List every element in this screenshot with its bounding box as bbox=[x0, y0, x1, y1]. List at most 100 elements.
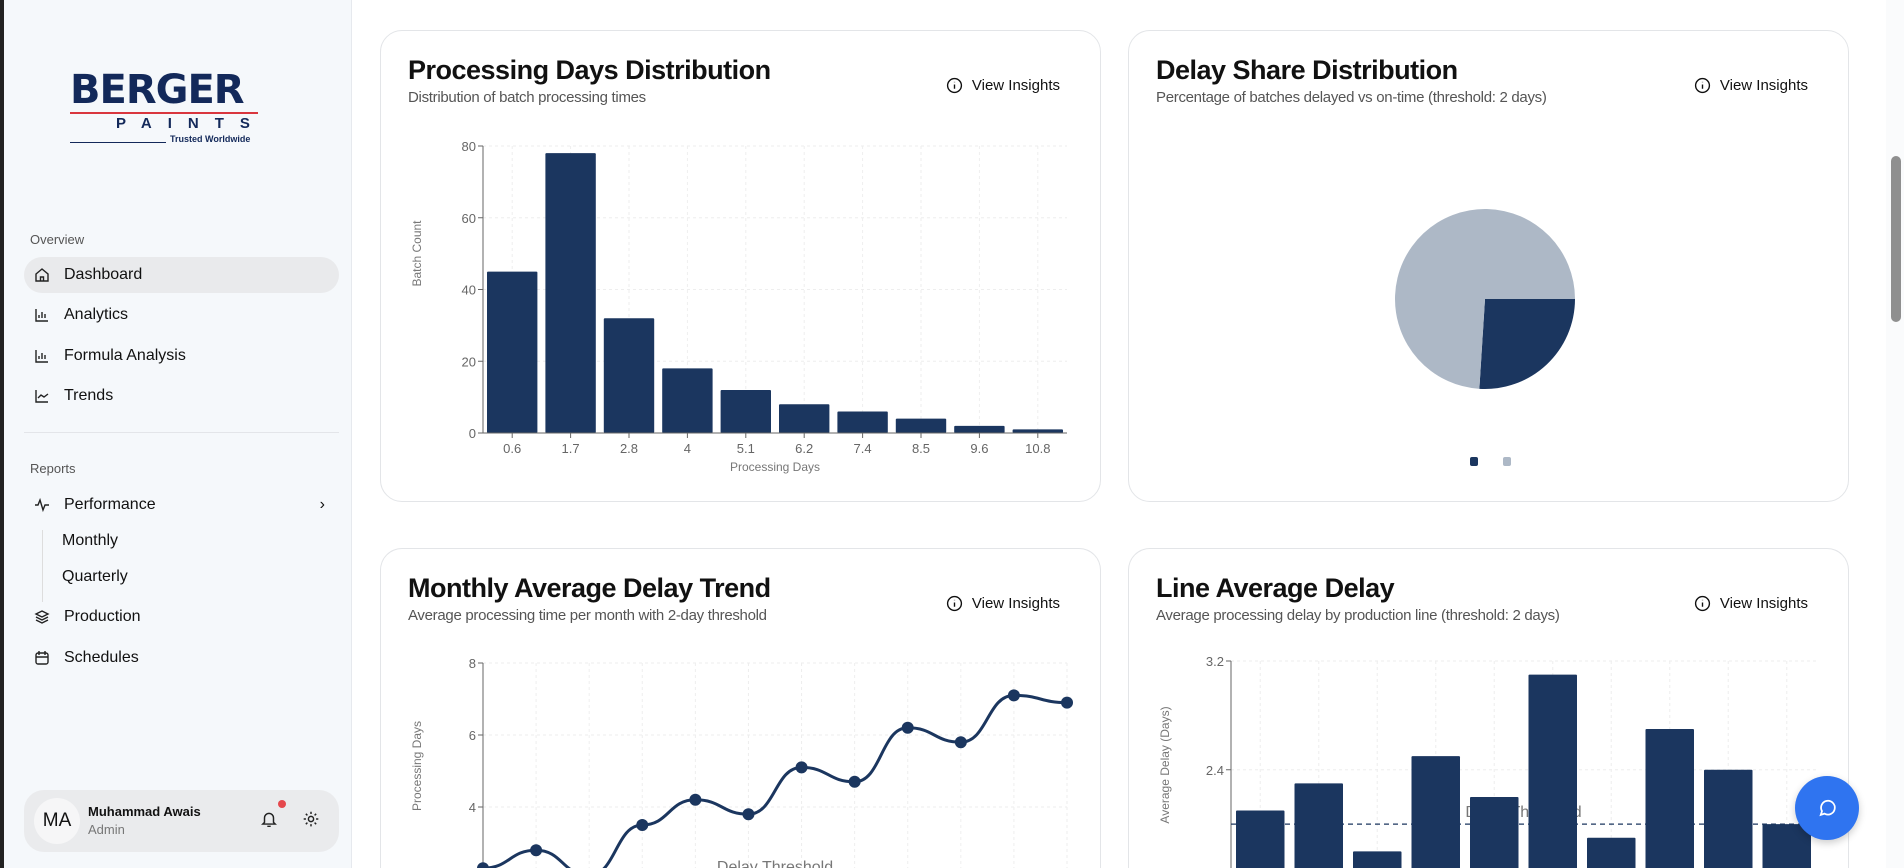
sidebar-item-trends[interactable]: Trends bbox=[24, 378, 339, 414]
data-point bbox=[636, 819, 649, 831]
home-icon bbox=[34, 267, 50, 283]
x-tick-label: 2.8 bbox=[620, 441, 638, 456]
sidebar: BERGER PAINTS Trusted Worldwide Overview… bbox=[4, 0, 352, 868]
bar bbox=[1236, 810, 1285, 868]
user-profile[interactable]: MA Muhammad Awais Admin bbox=[24, 790, 339, 852]
bar bbox=[1012, 429, 1063, 433]
x-tick-label: 10.8 bbox=[1025, 441, 1050, 456]
y-tick-label: 6 bbox=[469, 728, 476, 743]
sidebar-subitem-quarterly[interactable]: Quarterly bbox=[62, 568, 128, 585]
pie-slice bbox=[1479, 299, 1575, 390]
sidebar-item-schedules[interactable]: Schedules bbox=[24, 640, 339, 676]
section-overview: Overview bbox=[30, 232, 85, 247]
x-tick-label: 8.5 bbox=[912, 441, 930, 456]
info-icon bbox=[1694, 595, 1710, 612]
activity-icon bbox=[34, 497, 50, 513]
data-point bbox=[477, 862, 489, 868]
data-point bbox=[1007, 689, 1020, 702]
bar-chart-icon bbox=[34, 307, 50, 323]
legend-marker bbox=[1503, 457, 1511, 466]
sidebar-item-analytics[interactable]: Analytics bbox=[24, 297, 339, 333]
card-processing-days: Processing Days Distribution Distributio… bbox=[380, 30, 1101, 502]
data-point bbox=[689, 793, 702, 806]
y-tick-label: 20 bbox=[462, 354, 476, 369]
bar bbox=[1411, 756, 1460, 868]
scrollbar-track[interactable] bbox=[1886, 0, 1904, 868]
data-point bbox=[954, 736, 967, 749]
view-insights-label: View Insights bbox=[971, 77, 1060, 94]
card-subtitle: Average processing delay by production l… bbox=[1156, 607, 1560, 624]
bar bbox=[603, 318, 655, 433]
x-tick-label: 9.6 bbox=[970, 441, 988, 456]
data-point bbox=[795, 761, 808, 774]
chat-button[interactable] bbox=[1795, 776, 1859, 840]
threshold-label: Delay Threshold bbox=[717, 859, 833, 868]
card-subtitle: Percentage of batches delayed vs on-time… bbox=[1156, 89, 1547, 106]
x-axis-label: Processing Days bbox=[730, 460, 820, 474]
sidebar-item-label: Production bbox=[64, 608, 141, 625]
gear-icon[interactable] bbox=[302, 810, 320, 833]
logo-word: BERGER bbox=[70, 67, 245, 113]
logo-sub: PAINTS bbox=[116, 115, 266, 132]
view-insights-button[interactable]: View Insights bbox=[946, 595, 1060, 612]
bar bbox=[1587, 837, 1636, 868]
y-tick-label: 80 bbox=[462, 139, 476, 154]
y-tick-label: 4 bbox=[469, 800, 476, 815]
logo-tagline: Trusted Worldwide bbox=[170, 134, 251, 144]
window-border bbox=[0, 0, 4, 868]
view-insights-button[interactable]: View Insights bbox=[1694, 595, 1808, 612]
sidebar-subitem-monthly[interactable]: Monthly bbox=[62, 532, 119, 549]
sidebar-item-label: Analytics bbox=[64, 306, 129, 323]
data-point bbox=[1061, 696, 1073, 709]
view-insights-label: View Insights bbox=[1719, 77, 1808, 94]
calendar-icon bbox=[34, 650, 50, 666]
layers-icon bbox=[34, 609, 50, 625]
sidebar-item-formula-analysis[interactable]: Formula Analysis bbox=[24, 338, 339, 374]
x-tick-label: 6.2 bbox=[795, 441, 813, 456]
sidebar-item-production[interactable]: Production bbox=[24, 599, 339, 635]
bar bbox=[1704, 769, 1753, 868]
monthly-trend-chart: 4 6 8 Processing Days Delay Threshold bbox=[410, 656, 1073, 868]
y-axis-label: Batch Count bbox=[410, 220, 424, 287]
bar bbox=[1353, 851, 1402, 868]
card-title: Delay Share Distribution bbox=[1156, 55, 1458, 85]
y-tick-label: 40 bbox=[462, 283, 476, 298]
sidebar-item-label: Dashboard bbox=[64, 266, 143, 283]
bar bbox=[954, 425, 1005, 433]
scrollbar-thumb[interactable] bbox=[1891, 156, 1901, 322]
sidebar-item-label: Performance bbox=[64, 496, 156, 513]
bar bbox=[1528, 674, 1577, 868]
y-tick-label: 3.2 bbox=[1206, 654, 1224, 669]
line-chart-icon bbox=[34, 388, 50, 404]
x-tick-label: 4 bbox=[684, 441, 691, 456]
delay-share-chart bbox=[1395, 209, 1575, 466]
card-subtitle: Distribution of batch processing times bbox=[408, 89, 646, 106]
info-icon bbox=[946, 77, 962, 94]
avatar: MA bbox=[34, 798, 80, 844]
pie-slice bbox=[1395, 209, 1575, 389]
bar bbox=[895, 418, 947, 433]
sidebar-item-label: Trends bbox=[64, 387, 114, 404]
processing-days-chart: 0 20 40 60 80 Batch Count 0.6 1.7 2.8 4 5.1 6.2 7.4 8… bbox=[410, 139, 1067, 474]
view-insights-label: View Insights bbox=[1719, 595, 1808, 612]
bar-chart-icon bbox=[34, 348, 50, 364]
bell-icon[interactable] bbox=[260, 810, 278, 833]
sidebar-item-dashboard[interactable]: Dashboard bbox=[24, 257, 339, 293]
bar bbox=[1645, 728, 1694, 868]
submenu-line bbox=[42, 530, 43, 602]
data-point bbox=[530, 844, 543, 857]
card-delay-share: Delay Share Distribution Percentage of b… bbox=[1128, 30, 1849, 502]
chat-bubble-icon bbox=[1819, 799, 1836, 817]
y-tick-label: 0 bbox=[469, 426, 476, 441]
legend-marker bbox=[1470, 457, 1478, 466]
y-axis-label: Average Delay (Days) bbox=[1158, 706, 1172, 823]
sidebar-item-performance[interactable]: Performance › bbox=[24, 487, 339, 523]
view-insights-button[interactable]: View Insights bbox=[946, 77, 1060, 94]
card-title: Processing Days Distribution bbox=[408, 55, 771, 85]
user-name: Muhammad Awais bbox=[88, 804, 201, 819]
notification-dot bbox=[278, 800, 286, 808]
data-point bbox=[901, 721, 914, 734]
bar bbox=[1762, 824, 1811, 868]
view-insights-button[interactable]: View Insights bbox=[1694, 77, 1808, 94]
